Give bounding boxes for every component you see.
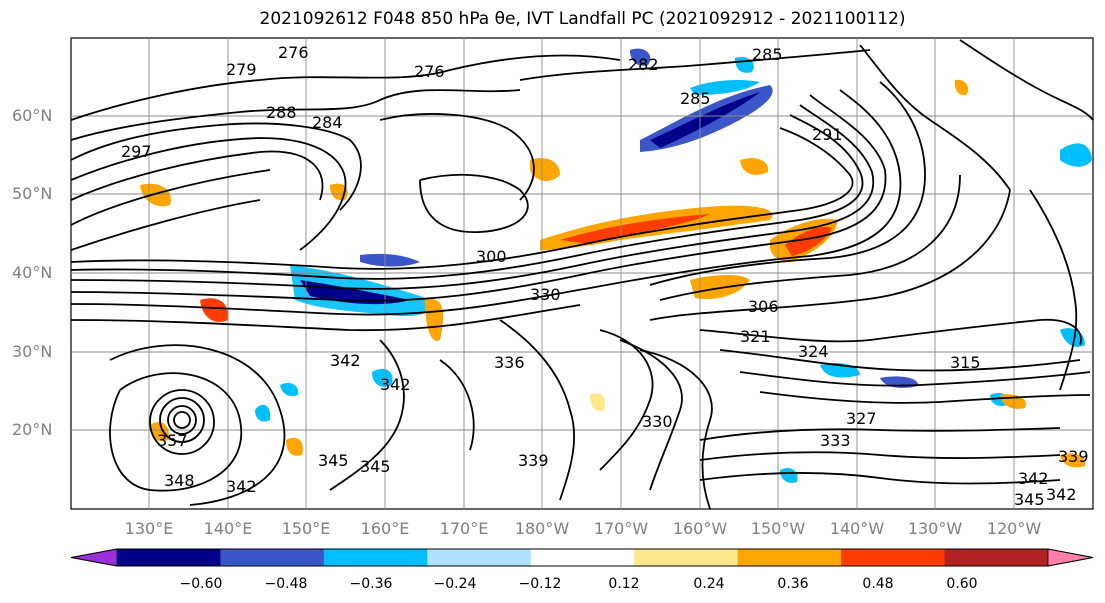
colorbar-bin — [117, 549, 221, 566]
contour-label: 342 — [226, 477, 257, 496]
contour-label: 330 — [530, 285, 561, 304]
contour-label: 342 — [330, 351, 361, 370]
lon-tick-label: 140°E — [203, 519, 253, 538]
lon-tick-label: 130°E — [124, 519, 174, 538]
contour-label: 321 — [740, 327, 771, 346]
lon-tick-label: 180°W — [514, 519, 570, 538]
lon-tick-label: 130°W — [907, 519, 963, 538]
colorbar-tick-label: 0.48 — [862, 576, 894, 592]
contour-label: 324 — [798, 342, 829, 361]
colorbar-extend-max — [1047, 548, 1094, 567]
colorbar-bin — [841, 549, 946, 566]
contour-label: 339 — [518, 451, 549, 470]
lon-tick-label: 150°E — [281, 519, 331, 538]
contour-label: 285 — [680, 89, 711, 108]
colorbar-bin — [634, 549, 739, 566]
colorbar-outline — [70, 548, 1094, 567]
contour-label: 276 — [278, 43, 309, 62]
colorbar-bin — [737, 549, 842, 566]
contour-label: 306 — [748, 297, 779, 316]
contour-labels: 279 276 276 282 285 285 288 284 291 297 … — [121, 43, 1089, 509]
contour-label: 342 — [1018, 469, 1049, 488]
contour-label: 339 — [1058, 447, 1089, 466]
colorbar-tick-label: 0.36 — [777, 576, 809, 592]
colorbar-bin — [427, 549, 532, 566]
colorbar-tick-label: 0.60 — [946, 576, 978, 592]
colorbar-tick-label: 0.24 — [693, 576, 725, 592]
contour-label: 345 — [360, 457, 391, 476]
colorbar-tick-label: −0.36 — [349, 576, 393, 592]
lon-tick-label: 160°E — [360, 519, 410, 538]
colorbar-bin — [323, 549, 428, 566]
colorbar-tick-label: −0.48 — [264, 576, 308, 592]
contour-label: 291 — [812, 125, 843, 144]
contour-label: 284 — [312, 113, 343, 132]
colorbar-tick-label: −0.24 — [433, 576, 477, 592]
lat-tick-label: 60°N — [12, 106, 53, 125]
contour-label: 348 — [164, 471, 195, 490]
contour-label: 330 — [642, 412, 673, 431]
theta-e-contours — [70, 39, 1094, 510]
contour-label: 357 — [157, 431, 188, 450]
lon-tick-label: 140°W — [829, 519, 885, 538]
lon-tick-label: 170°W — [593, 519, 649, 538]
lat-tick-label: 30°N — [12, 342, 53, 361]
contour-label: 297 — [121, 142, 152, 161]
colorbar-bin — [220, 549, 325, 566]
chart-title: 2021092612 F048 850 hPa θe, IVT Landfall… — [259, 9, 906, 29]
contour-label: 276 — [414, 62, 445, 81]
contour-label: 315 — [950, 353, 981, 372]
contour-label: 288 — [266, 103, 297, 122]
contour-label: 333 — [820, 431, 851, 450]
map-panel — [70, 37, 1094, 510]
colorbar-extend-min — [70, 548, 118, 567]
lon-tick-label: 170°E — [439, 519, 489, 538]
lat-tick-label: 40°N — [12, 263, 53, 282]
contour-label: 279 — [226, 60, 257, 79]
colorbar — [70, 548, 1094, 567]
contour-label: 342 — [380, 375, 411, 394]
contour-label: 336 — [494, 353, 525, 372]
colorbar-tick-label: 0.12 — [608, 576, 640, 592]
contour-label: 327 — [846, 409, 877, 428]
contour-label: 345 — [318, 451, 349, 470]
lon-tick-label: 120°W — [986, 519, 1042, 538]
colorbar-bin — [530, 549, 635, 566]
contour-label: 342 — [1046, 485, 1077, 504]
contour-label: 282 — [628, 55, 659, 74]
lon-tick-label: 150°W — [750, 519, 806, 538]
contour-label: 300 — [476, 247, 507, 266]
contour-label: 345 — [1014, 490, 1045, 509]
colorbar-tick-label: −0.12 — [518, 576, 562, 592]
lat-tick-label: 50°N — [12, 184, 53, 203]
contour-label: 285 — [752, 45, 783, 64]
colorbar-tick-label: −0.60 — [179, 576, 223, 592]
lat-tick-label: 20°N — [12, 420, 53, 439]
lon-tick-label: 160°W — [672, 519, 728, 538]
colorbar-bin — [944, 549, 1049, 566]
